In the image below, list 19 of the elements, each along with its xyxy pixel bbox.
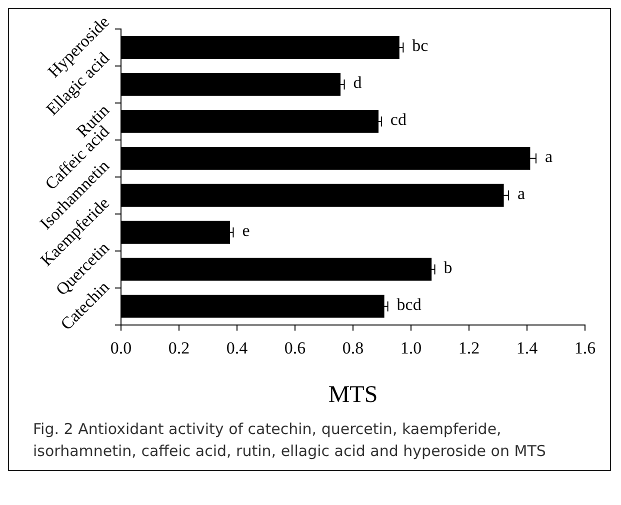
x-tick-label: 0.6 (284, 338, 306, 358)
data-label: e (242, 220, 250, 240)
data-label: a (544, 146, 553, 166)
data-label: bc (412, 36, 429, 55)
data-label: d (353, 72, 362, 92)
x-tick-label: 1.4 (516, 338, 538, 358)
data-label: b (444, 258, 452, 277)
x-tick-label: 1.6 (574, 338, 596, 358)
x-tick-label: 0.0 (110, 338, 132, 358)
data-label: bcd (396, 294, 422, 314)
x-tick-label: 0.8 (342, 338, 364, 358)
data-label: a (517, 184, 526, 203)
x-tick-label: 1.2 (458, 338, 480, 358)
x-tick-label: 0.2 (168, 338, 190, 358)
caption: Fig. 2 Antioxidant activity of catechin, quercetin, kaempferide, isorhamnetin, caffeic acid, rutin, ellagic acid and hyperoside on MTS (32, 419, 547, 462)
x-tick-label: 0.4 (226, 338, 248, 358)
x-tick-label: 1.0 (400, 338, 422, 358)
x-axis-title: MTS (328, 382, 378, 408)
data-label: cd (390, 110, 407, 129)
